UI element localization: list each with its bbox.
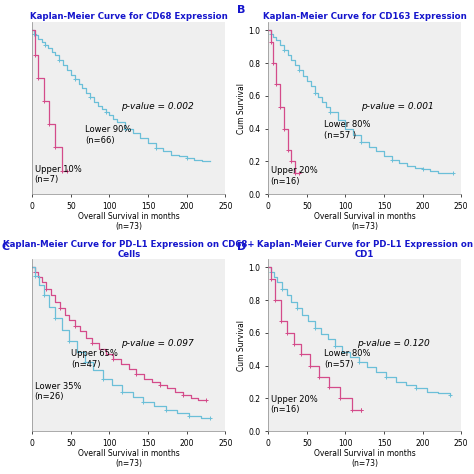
Text: B: B: [237, 5, 246, 15]
X-axis label: Overall Survival in months
(n=73): Overall Survival in months (n=73): [314, 449, 416, 468]
Text: p-value = 0.097: p-value = 0.097: [121, 339, 194, 348]
Text: Upper 20%
(n=16): Upper 20% (n=16): [271, 395, 317, 414]
Text: p-value = 0.001: p-value = 0.001: [361, 102, 434, 111]
Text: p-value = 0.120: p-value = 0.120: [357, 339, 430, 348]
Text: p-value = 0.002: p-value = 0.002: [121, 102, 194, 111]
Text: Upper 20%
(n=16): Upper 20% (n=16): [271, 166, 317, 186]
Text: C: C: [1, 242, 9, 252]
X-axis label: Overall Survival in months
(n=73): Overall Survival in months (n=73): [78, 212, 180, 231]
Text: Lower 90%
(n=66): Lower 90% (n=66): [85, 125, 131, 145]
Title: Kaplan-Meier Curve for CD68 Expression: Kaplan-Meier Curve for CD68 Expression: [30, 12, 228, 21]
Text: D: D: [237, 242, 246, 252]
Text: Lower 80%
(n=57): Lower 80% (n=57): [324, 349, 370, 369]
Text: Upper 65%
(n=47): Upper 65% (n=47): [71, 349, 118, 369]
Text: Lower 35%
(n=26): Lower 35% (n=26): [35, 382, 81, 401]
Text: Lower 80%
(n=57 ): Lower 80% (n=57 ): [324, 120, 370, 140]
Title: Kaplan-Meier Curve for PD-L1 Expression on CD1: Kaplan-Meier Curve for PD-L1 Expression …: [257, 240, 473, 259]
Title: Kaplan-Meier Curve for PD-L1 Expression on CD68+ Cells: Kaplan-Meier Curve for PD-L1 Expression …: [3, 240, 255, 259]
X-axis label: Overall Survival in months
(n=73): Overall Survival in months (n=73): [314, 212, 416, 231]
Y-axis label: Cum Survival: Cum Survival: [237, 82, 246, 134]
Title: Kaplan-Meier Curve for CD163 Expression: Kaplan-Meier Curve for CD163 Expression: [263, 12, 466, 21]
Text: Upper 10%
(n=7): Upper 10% (n=7): [35, 164, 82, 184]
X-axis label: Overall Survival in months
(n=73): Overall Survival in months (n=73): [78, 449, 180, 468]
Y-axis label: Cum Survival: Cum Survival: [237, 319, 246, 371]
